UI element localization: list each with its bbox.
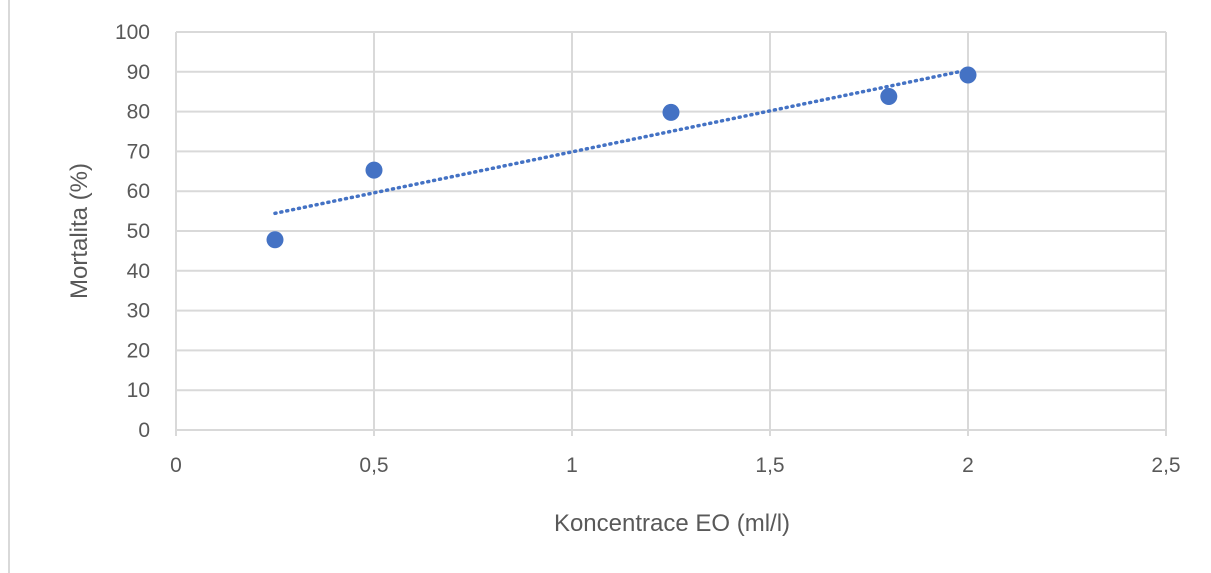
y-tick-label: 50 xyxy=(127,220,150,243)
data-point xyxy=(365,161,383,179)
data-point xyxy=(662,103,680,121)
y-tick-label: 100 xyxy=(115,21,150,44)
y-tick-label: 0 xyxy=(138,419,150,442)
trendline xyxy=(273,68,970,216)
y-axis-title: Mortalita (%) xyxy=(66,163,93,299)
y-tick-labels: 0 10 20 30 40 50 60 70 80 90 100 xyxy=(115,21,150,442)
x-tick-label: 0 xyxy=(170,454,182,477)
x-tick-labels: 0 0,5 1 1,5 2 2,5 xyxy=(170,454,1180,477)
y-tick-label: 30 xyxy=(127,300,150,323)
y-tick-label: 60 xyxy=(127,180,150,203)
grid-lines xyxy=(176,31,1167,430)
y-tick-label: 40 xyxy=(127,260,150,283)
y-tick-label: 70 xyxy=(127,140,150,163)
y-tick-label: 10 xyxy=(127,379,150,402)
x-tick-label: 0,5 xyxy=(359,454,388,477)
frame-left-border xyxy=(8,0,10,573)
x-axis-title: Koncentrace EO (ml/l) xyxy=(554,510,790,537)
x-tick-label: 1,5 xyxy=(755,454,784,477)
y-tick-label: 90 xyxy=(127,61,150,84)
x-tick-label: 1 xyxy=(566,454,578,477)
data-point xyxy=(880,87,898,105)
axes xyxy=(175,32,1167,436)
data-point xyxy=(266,231,284,249)
x-tick-label: 2 xyxy=(962,454,974,477)
trendline-group xyxy=(273,68,970,216)
data-points xyxy=(266,66,977,249)
y-tick-label: 20 xyxy=(127,339,150,362)
x-tick-label: 2,5 xyxy=(1151,454,1180,477)
y-tick-label: 80 xyxy=(127,101,150,124)
data-point xyxy=(959,66,977,84)
